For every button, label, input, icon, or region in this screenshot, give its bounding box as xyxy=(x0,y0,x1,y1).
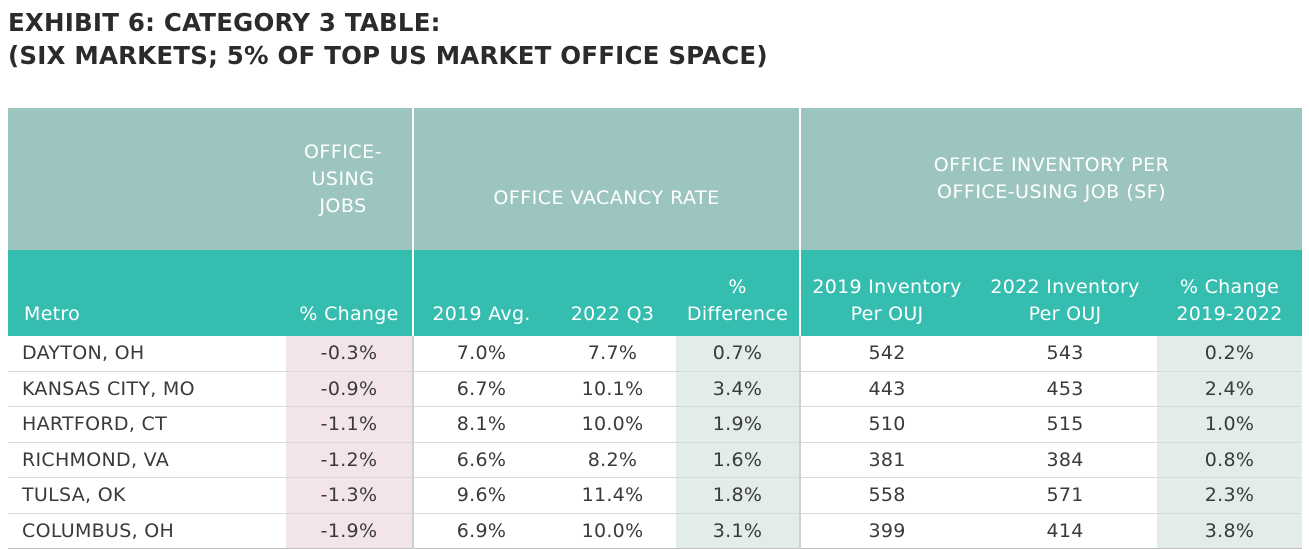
column-header-pct-difference-line-2: Difference xyxy=(686,303,789,325)
cell-vacancy-2022-q3: 10.0% xyxy=(549,513,676,549)
cell-vacancy-pct-difference: 0.7% xyxy=(676,336,802,372)
cell-vacancy-2019-avg: 7.0% xyxy=(413,336,549,372)
category-3-table: OFFICE- USING JOBS OFFICE VACANCY RATE O… xyxy=(8,108,1303,549)
cell-inventory-2022: 515 xyxy=(973,406,1158,443)
cell-vacancy-2019-avg: 9.6% xyxy=(413,477,549,514)
column-header-2022-inventory: 2022 Inventory Per OUJ xyxy=(973,250,1158,336)
cell-inventory-pct-change: 1.0% xyxy=(1157,406,1303,443)
column-header-2019-avg: 2019 Avg. xyxy=(413,250,549,336)
table-row: RICHMOND, VA -1.2% 6.6% 8.2% 1.6% 381 38… xyxy=(8,442,1303,478)
group-header-office-using-jobs: OFFICE- USING JOBS xyxy=(286,108,414,250)
exhibit-title: EXHIBIT 6: CATEGORY 3 TABLE: (SIX MARKET… xyxy=(8,6,768,72)
group-header-inventory-line-2: OFFICE-USING JOB (SF) xyxy=(937,181,1167,203)
cell-vacancy-2019-avg: 6.9% xyxy=(413,513,549,549)
cell-inventory-pct-change: 2.4% xyxy=(1157,371,1303,407)
cell-jobs-pct-change: -0.3% xyxy=(286,336,414,372)
table-row: KANSAS CITY, MO -0.9% 6.7% 10.1% 3.4% 44… xyxy=(8,371,1303,407)
column-header-pct-difference-line-1: % xyxy=(728,276,747,298)
cell-vacancy-pct-difference: 3.4% xyxy=(676,371,802,407)
cell-vacancy-2022-q3: 7.7% xyxy=(549,336,676,372)
cell-vacancy-pct-difference: 1.6% xyxy=(676,442,802,478)
cell-vacancy-2022-q3: 11.4% xyxy=(549,477,676,514)
cell-metro: TULSA, OK xyxy=(8,477,286,514)
column-header-pct-difference: % Difference xyxy=(676,250,802,336)
group-header-jobs-line-3: JOBS xyxy=(319,194,367,217)
cell-metro: KANSAS CITY, MO xyxy=(8,371,286,407)
cell-jobs-pct-change: -1.1% xyxy=(286,406,414,443)
cell-inventory-2022: 414 xyxy=(973,513,1158,549)
column-header-2019-inventory-line-2: Per OUJ xyxy=(850,303,924,325)
exhibit-title-line-2: (SIX MARKETS; 5% OF TOP US MARKET OFFICE… xyxy=(8,41,768,70)
cell-vacancy-2022-q3: 10.1% xyxy=(549,371,676,407)
group-header-office-inventory: OFFICE INVENTORY PER OFFICE-USING JOB (S… xyxy=(800,108,1303,250)
cell-jobs-pct-change: -0.9% xyxy=(286,371,414,407)
cell-metro: DAYTON, OH xyxy=(8,336,286,372)
cell-inventory-pct-change: 0.2% xyxy=(1157,336,1303,372)
cell-vacancy-pct-difference: 1.8% xyxy=(676,477,802,514)
column-header-2022-inventory-line-1: 2022 Inventory xyxy=(990,276,1140,298)
column-header-metro: Metro xyxy=(8,250,286,336)
group-header-row: OFFICE- USING JOBS OFFICE VACANCY RATE O… xyxy=(8,108,1303,250)
cell-vacancy-pct-difference: 3.1% xyxy=(676,513,802,549)
cell-inventory-2019: 542 xyxy=(800,336,974,372)
column-header-2019-inventory: 2019 Inventory Per OUJ xyxy=(800,250,974,336)
table-body: DAYTON, OH -0.3% 7.0% 7.7% 0.7% 542 543 … xyxy=(8,336,1303,549)
group-header-inventory-line-1: OFFICE INVENTORY PER xyxy=(933,154,1170,176)
cell-inventory-2019: 443 xyxy=(800,371,974,407)
cell-vacancy-2022-q3: 8.2% xyxy=(549,442,676,478)
cell-inventory-2019: 510 xyxy=(800,406,974,443)
cell-inventory-2022: 384 xyxy=(973,442,1158,478)
cell-inventory-2022: 571 xyxy=(973,477,1158,514)
table-row: COLUMBUS, OH -1.9% 6.9% 10.0% 3.1% 399 4… xyxy=(8,513,1303,549)
cell-vacancy-2019-avg: 6.7% xyxy=(413,371,549,407)
cell-jobs-pct-change: -1.9% xyxy=(286,513,414,549)
cell-inventory-2019: 381 xyxy=(800,442,974,478)
column-header-inventory-pct-change-line-2: 2019-2022 xyxy=(1176,303,1283,325)
cell-vacancy-2019-avg: 8.1% xyxy=(413,406,549,443)
table-row: TULSA, OK -1.3% 9.6% 11.4% 1.8% 558 571 … xyxy=(8,477,1303,514)
cell-inventory-2019: 399 xyxy=(800,513,974,549)
cell-inventory-pct-change: 2.3% xyxy=(1157,477,1303,514)
column-header-inventory-pct-change: % Change 2019-2022 xyxy=(1157,250,1303,336)
group-header-jobs-line-1: OFFICE- xyxy=(303,140,383,163)
column-header-inventory-pct-change-line-1: % Change xyxy=(1179,276,1280,298)
cell-vacancy-pct-difference: 1.9% xyxy=(676,406,802,443)
column-header-row: Metro % Change 2019 Avg. 2022 Q3 % Diffe… xyxy=(8,250,1303,336)
group-header-jobs-line-2: USING xyxy=(311,167,375,190)
cell-inventory-pct-change: 0.8% xyxy=(1157,442,1303,478)
cell-inventory-2022: 543 xyxy=(973,336,1158,372)
cell-metro: COLUMBUS, OH xyxy=(8,513,286,549)
column-header-2019-inventory-line-1: 2019 Inventory xyxy=(812,276,962,298)
cell-inventory-2022: 453 xyxy=(973,371,1158,407)
cell-jobs-pct-change: -1.3% xyxy=(286,477,414,514)
table-row: DAYTON, OH -0.3% 7.0% 7.7% 0.7% 542 543 … xyxy=(8,336,1303,372)
cell-inventory-2019: 558 xyxy=(800,477,974,514)
cell-jobs-pct-change: -1.2% xyxy=(286,442,414,478)
cell-vacancy-2022-q3: 10.0% xyxy=(549,406,676,443)
cell-metro: HARTFORD, CT xyxy=(8,406,286,443)
column-header-2022-q3: 2022 Q3 xyxy=(549,250,676,336)
exhibit-title-line-1: EXHIBIT 6: CATEGORY 3 TABLE: xyxy=(8,8,441,37)
cell-vacancy-2019-avg: 6.6% xyxy=(413,442,549,478)
column-header-jobs-pct-change: % Change xyxy=(286,250,414,336)
group-header-office-vacancy-rate: OFFICE VACANCY RATE xyxy=(413,108,802,250)
cell-inventory-pct-change: 3.8% xyxy=(1157,513,1303,549)
table-row: HARTFORD, CT -1.1% 8.1% 10.0% 1.9% 510 5… xyxy=(8,406,1303,443)
group-header-blank xyxy=(8,108,286,250)
column-header-2022-inventory-line-2: Per OUJ xyxy=(1028,303,1102,325)
cell-metro: RICHMOND, VA xyxy=(8,442,286,478)
